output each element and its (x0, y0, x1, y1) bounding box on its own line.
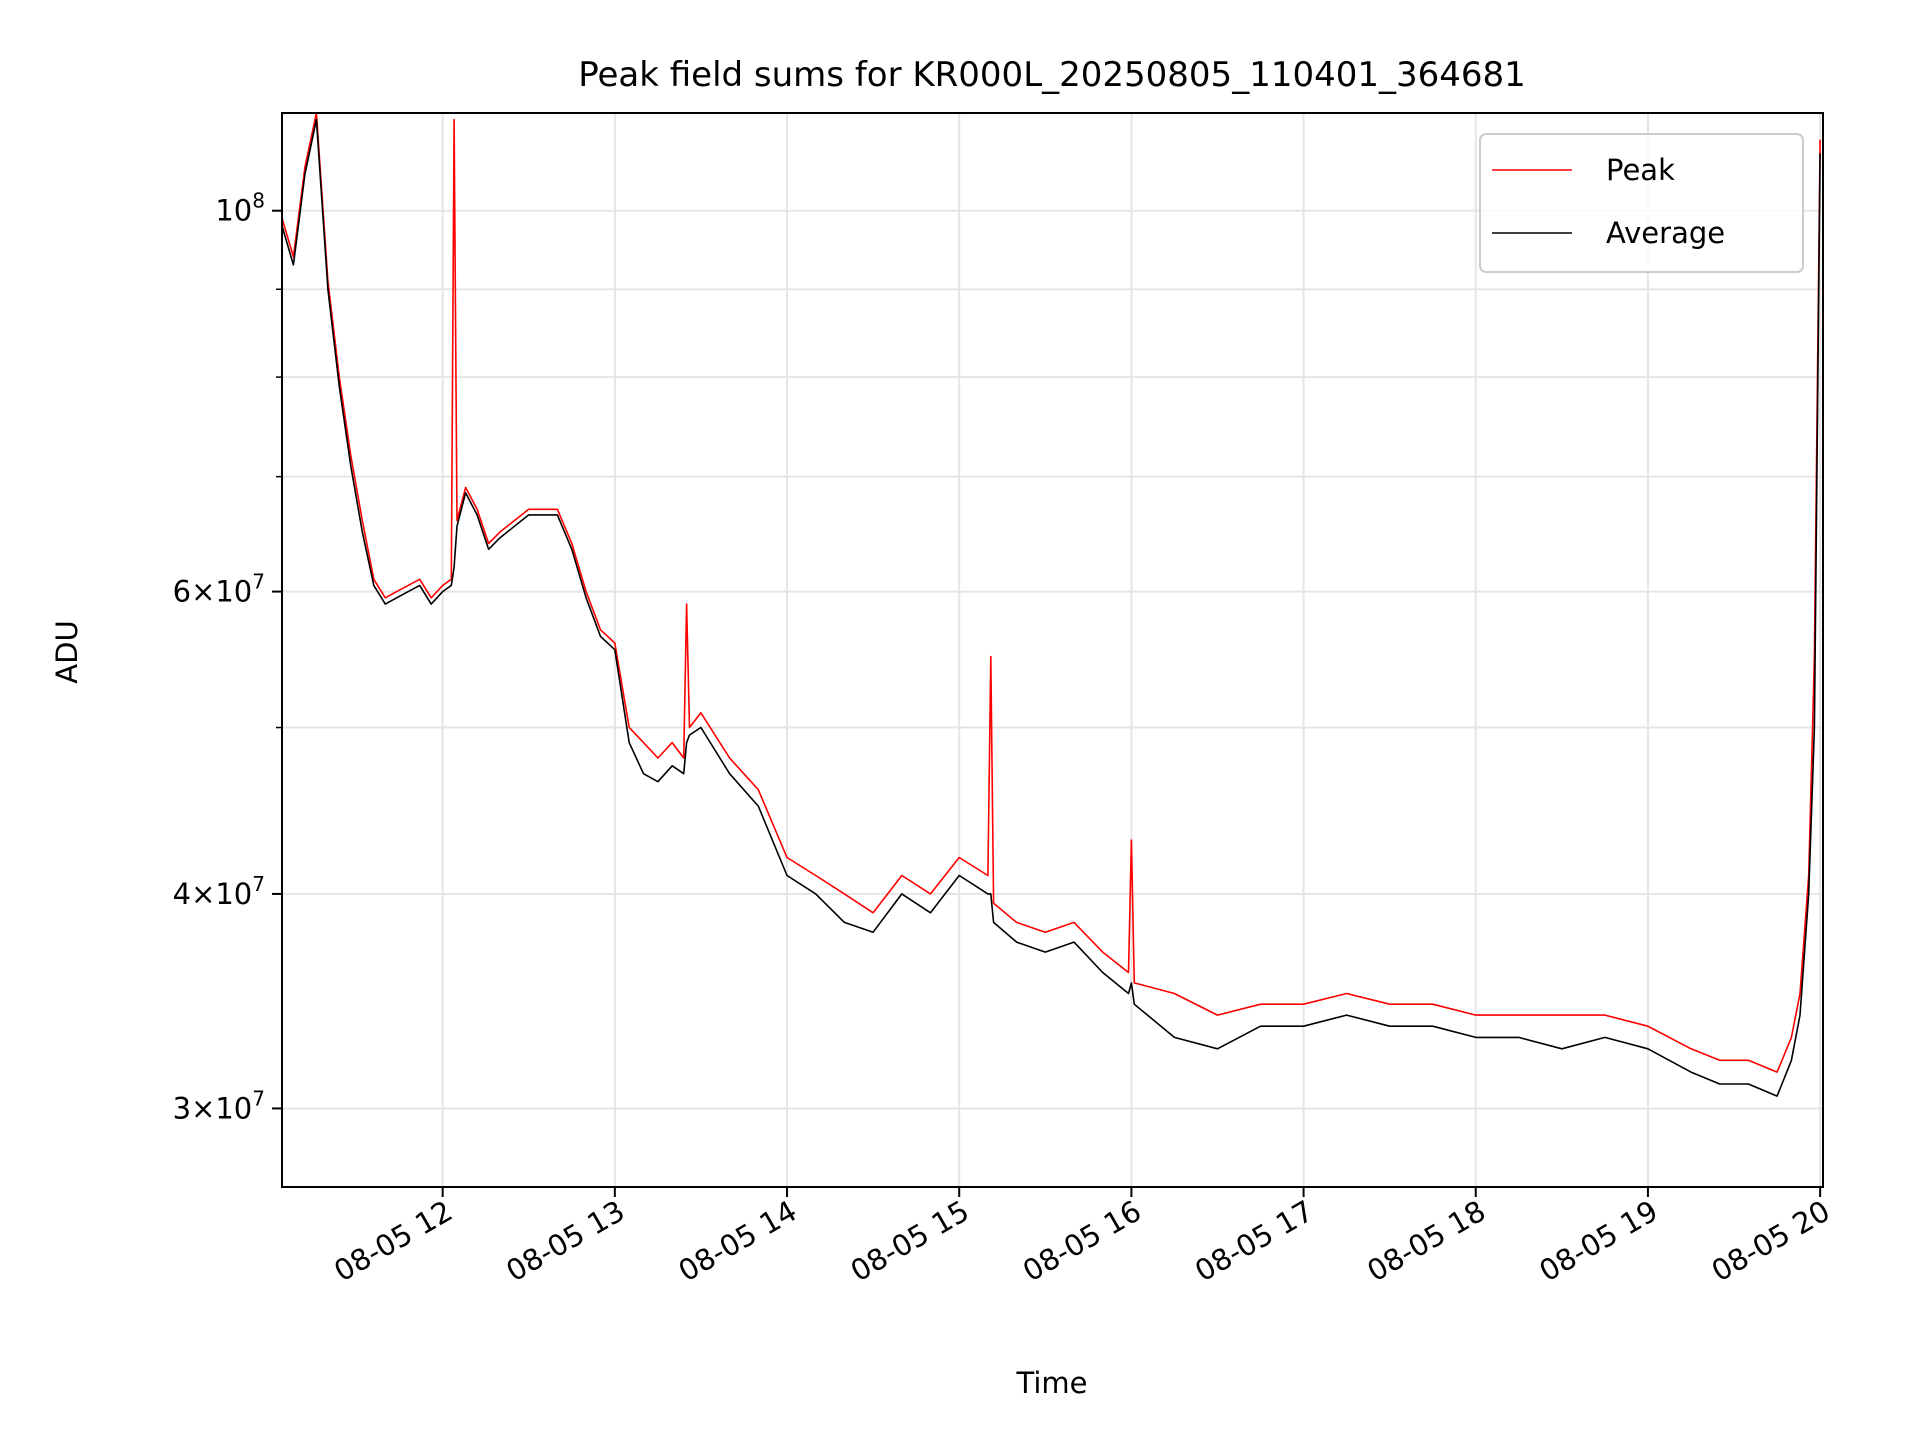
y-tick-label: 4×107 (173, 872, 265, 911)
legend: Peak Average (1479, 133, 1804, 273)
legend-label-average: Average (1606, 216, 1725, 250)
y-tick-label: 3×107 (173, 1086, 265, 1125)
chart-title: Peak field sums for KR000L_20250805_1104… (578, 55, 1526, 95)
grid (282, 113, 1823, 1187)
series-line-peak (282, 113, 1821, 1073)
y-axis-label: ADU (50, 620, 84, 683)
series-layer (282, 113, 1821, 1097)
y-axis: 3×107 4×107 6×107 108 (173, 189, 282, 1125)
y-tick-label: 6×107 (173, 570, 265, 609)
legend-box (1479, 133, 1804, 273)
series-line-average (282, 118, 1821, 1097)
x-axis-label: Time (1016, 1366, 1088, 1400)
legend-label-peak: Peak (1606, 153, 1675, 187)
legend-entries: Peak Average (1492, 153, 1725, 250)
plot-frame (281, 112, 1824, 1188)
series-group (282, 113, 1821, 1097)
y-tick-label: 108 (215, 189, 265, 228)
